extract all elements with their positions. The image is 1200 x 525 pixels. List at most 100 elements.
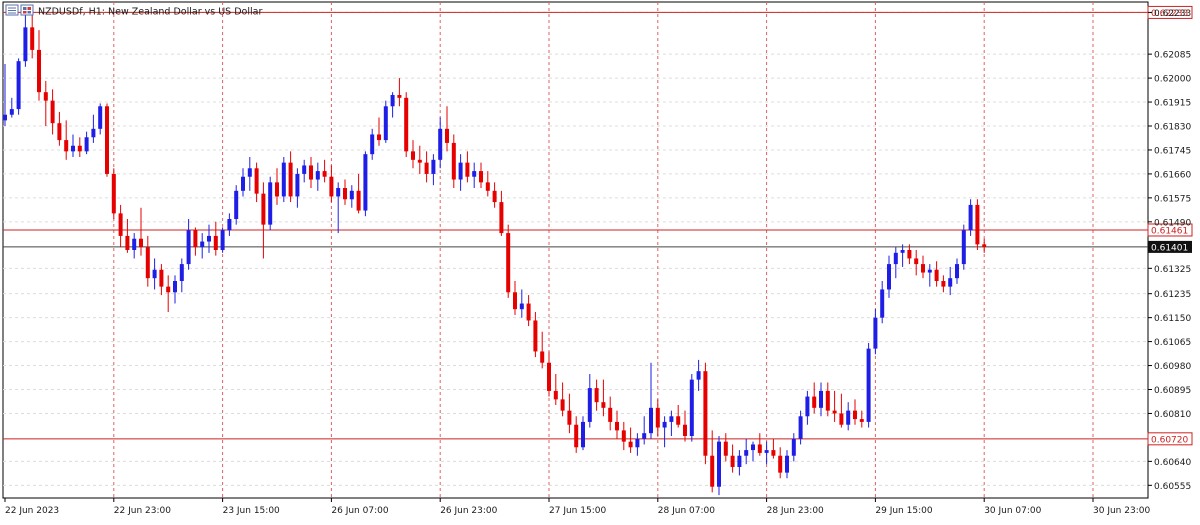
candle-bull xyxy=(383,106,388,141)
candle-bear xyxy=(499,202,504,234)
candle-bear xyxy=(982,244,987,248)
level-layer: 0.62233 0.61461 0.60720 0.61401 xyxy=(3,5,1193,446)
candle-bull xyxy=(635,438,640,448)
current-price-box xyxy=(1148,240,1192,253)
candle-bear xyxy=(118,213,123,236)
grid-layer xyxy=(2,1,1149,499)
x-tick-label: 28 Jun 07:00 xyxy=(658,506,715,516)
candle-bear xyxy=(540,351,545,363)
candle-bear xyxy=(254,168,259,194)
candle-bear xyxy=(934,269,939,281)
chart-menu-icon[interactable] xyxy=(5,4,19,16)
price-level-box xyxy=(1147,432,1193,446)
candle-bull xyxy=(798,416,803,439)
price-level-box xyxy=(1147,223,1193,237)
candle-bear xyxy=(322,171,327,177)
candle-bear xyxy=(105,106,109,174)
candle-bull xyxy=(227,219,232,231)
candle-bull xyxy=(669,416,674,422)
candle-bull xyxy=(152,269,157,279)
candle-bull xyxy=(431,159,436,174)
candle-bear xyxy=(676,416,681,425)
candle-bear xyxy=(411,151,415,160)
candle-bear xyxy=(166,286,171,293)
candle-bear xyxy=(907,250,912,259)
candle-bear xyxy=(356,190,361,211)
candle-bear xyxy=(377,134,381,141)
candle-bear xyxy=(533,320,538,352)
candle-bull xyxy=(900,250,905,253)
price-level-label: 0.60720 xyxy=(1151,435,1188,445)
x-tick-label: 26 Jun 23:00 xyxy=(440,506,497,516)
candle-bear xyxy=(479,171,483,183)
candle-bull xyxy=(71,145,75,152)
candle-bull xyxy=(9,109,14,115)
candle-bull xyxy=(370,134,375,155)
chart-title: NZDUSDf, H1: New Zealand Dollar vs US Do… xyxy=(38,7,262,18)
axis-layer: 0.62233 0.62085 0.62000 0.61915 0.61830 0.617… xyxy=(4,9,1191,516)
candle-bull xyxy=(519,303,524,310)
candle-bull xyxy=(968,204,973,231)
candle-bull xyxy=(880,289,885,318)
candle-bull xyxy=(234,190,239,219)
candle-layer xyxy=(3,7,987,496)
plot-frame xyxy=(2,1,1149,499)
candle-bear xyxy=(77,145,82,152)
candle-bull xyxy=(785,455,789,473)
y-tick-label: 0.60810 xyxy=(1154,410,1191,420)
chart-tile-icon[interactable] xyxy=(20,4,34,16)
candle-bull xyxy=(927,269,932,273)
candle-bear xyxy=(64,140,69,152)
candle-bear xyxy=(139,238,143,248)
x-tick-label: 28 Jun 23:00 xyxy=(767,506,824,516)
candle-bull xyxy=(173,281,177,293)
candle-bear xyxy=(213,235,218,250)
y-tick-label: 0.61830 xyxy=(1154,123,1191,133)
candle-bear xyxy=(703,371,708,456)
candle-bear xyxy=(914,258,919,265)
x-tick-label: 22 Jun 2023 xyxy=(5,506,59,516)
candle-bull xyxy=(955,264,959,279)
candle-bull xyxy=(893,252,898,265)
y-tick-label: 0.60980 xyxy=(1154,362,1191,372)
candle-bear xyxy=(445,128,449,143)
candle-bear xyxy=(839,413,844,425)
x-tick-label: 29 Jun 15:00 xyxy=(875,506,932,516)
candle-bear xyxy=(730,455,735,467)
candle-bear xyxy=(615,421,619,431)
candle-bull xyxy=(791,438,796,456)
x-tick-label: 27 Jun 15:00 xyxy=(549,506,606,516)
candle-bull xyxy=(98,106,103,129)
candle-bull xyxy=(873,317,878,349)
candle-bear xyxy=(417,159,422,163)
candle-bull xyxy=(642,433,647,439)
candle-bull xyxy=(23,27,28,62)
candle-bull xyxy=(241,176,245,191)
candle-bear xyxy=(288,162,293,197)
candle-bear xyxy=(628,441,633,448)
candle-bull xyxy=(16,61,21,110)
candle-bear xyxy=(594,388,599,403)
y-tick-label: 0.62085 xyxy=(1154,51,1191,61)
y-tick-label: 0.61660 xyxy=(1154,170,1191,180)
y-tick-label: 0.61065 xyxy=(1154,338,1191,348)
candle-bear xyxy=(567,410,572,425)
candle-bull xyxy=(295,173,300,197)
candle-bull xyxy=(689,379,694,436)
y-tick-label: 0.61235 xyxy=(1154,290,1191,300)
candle-bear xyxy=(975,204,980,245)
candle-bull xyxy=(649,407,653,434)
candle-bear xyxy=(43,92,48,101)
candle-bear xyxy=(859,419,864,422)
candle-bull xyxy=(866,348,871,422)
candle-bull xyxy=(438,128,443,160)
y-tick-label: 0.61915 xyxy=(1154,99,1191,109)
x-tick-label: 22 Jun 23:00 xyxy=(114,506,171,516)
candle-bear xyxy=(125,235,130,250)
candle-bear xyxy=(601,402,606,408)
candle-bull xyxy=(581,421,585,448)
candle-bear xyxy=(812,396,817,408)
candle-bull xyxy=(744,450,749,456)
candle-bear xyxy=(145,247,150,279)
candle-bull xyxy=(363,154,368,211)
